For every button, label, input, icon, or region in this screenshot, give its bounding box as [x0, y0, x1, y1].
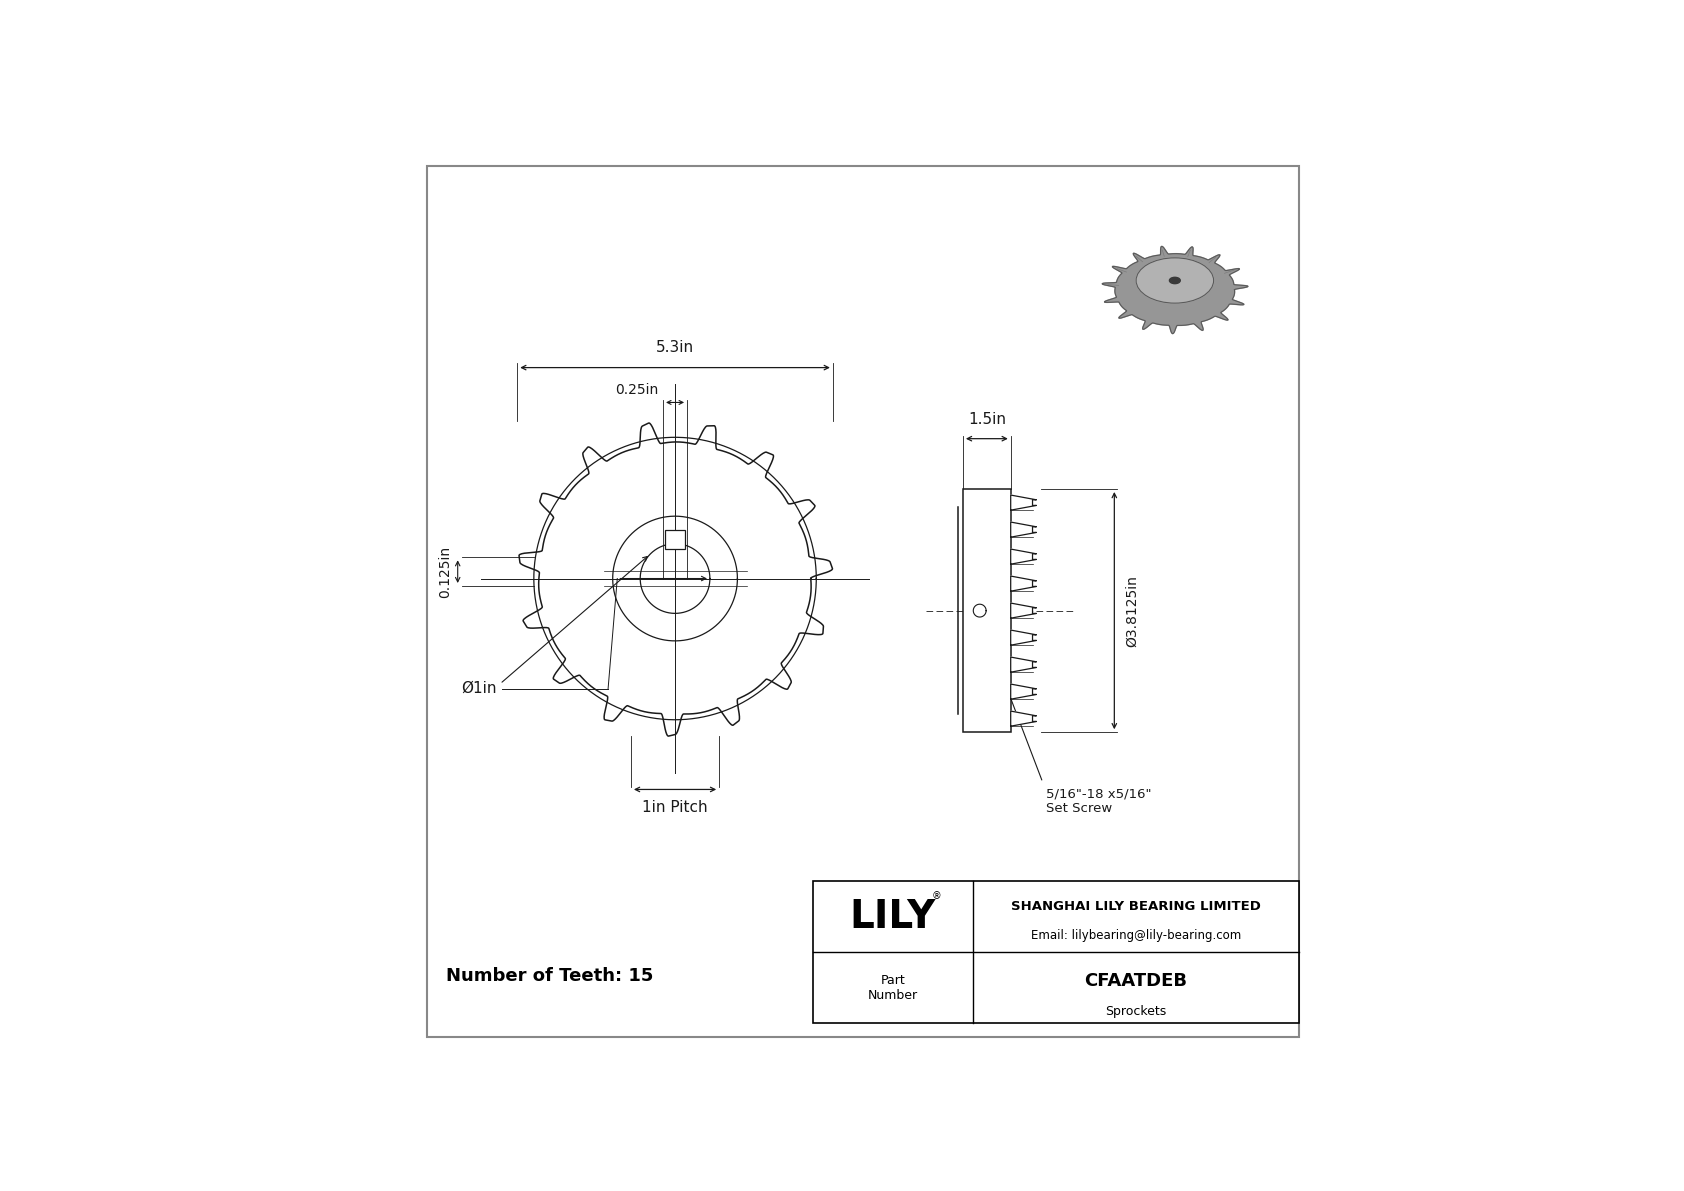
- Polygon shape: [1010, 711, 1036, 727]
- Polygon shape: [1010, 522, 1036, 537]
- Bar: [813, 881, 1298, 1023]
- Text: 0.25in: 0.25in: [615, 384, 658, 397]
- Ellipse shape: [1169, 278, 1180, 283]
- Text: SHANGHAI LILY BEARING LIMITED: SHANGHAI LILY BEARING LIMITED: [1010, 900, 1261, 913]
- Polygon shape: [1103, 247, 1248, 333]
- Text: Ø1in: Ø1in: [461, 681, 497, 696]
- Text: Ø3.8125in: Ø3.8125in: [1125, 575, 1140, 647]
- Text: LILY: LILY: [850, 898, 936, 936]
- Text: Part
Number: Part Number: [867, 974, 918, 1002]
- Text: 1in Pitch: 1in Pitch: [642, 800, 707, 816]
- Polygon shape: [1010, 603, 1036, 618]
- Text: 1.5in: 1.5in: [968, 412, 1005, 426]
- Text: 5/16"-18 x5/16"
Set Screw: 5/16"-18 x5/16" Set Screw: [1046, 787, 1152, 815]
- Polygon shape: [1010, 657, 1036, 672]
- Bar: [963, 490, 1010, 732]
- Polygon shape: [1010, 630, 1036, 646]
- Polygon shape: [1010, 684, 1036, 699]
- Polygon shape: [1010, 495, 1036, 510]
- Text: Sprockets: Sprockets: [1105, 1005, 1167, 1018]
- Polygon shape: [1010, 576, 1036, 591]
- Text: Number of Teeth: 15: Number of Teeth: 15: [446, 967, 653, 985]
- Bar: [665, 530, 685, 549]
- Text: 5.3in: 5.3in: [657, 339, 694, 355]
- Text: CFAATDEB: CFAATDEB: [1084, 972, 1187, 990]
- Polygon shape: [1010, 549, 1036, 565]
- Text: Email: lilybearing@lily-bearing.com: Email: lilybearing@lily-bearing.com: [1031, 929, 1241, 942]
- Ellipse shape: [1137, 257, 1214, 304]
- Text: ®: ®: [931, 892, 941, 902]
- Text: 0.125in: 0.125in: [438, 545, 453, 598]
